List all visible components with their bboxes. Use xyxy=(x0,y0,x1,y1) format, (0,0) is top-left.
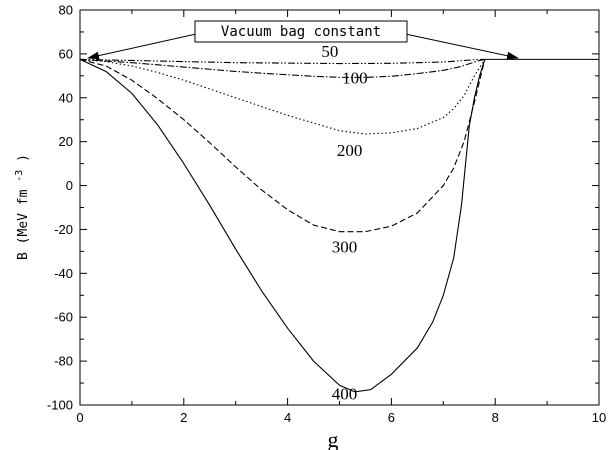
svg-text:B (MeV fm -: B (MeV fm -3 ) xyxy=(11,154,31,260)
y-tick-label: 80 xyxy=(59,3,73,18)
y-axis-title: B (MeV fm -3 ) xyxy=(11,154,31,260)
series-label-50: 50 xyxy=(321,42,338,61)
annotation-arrow-left xyxy=(87,31,206,60)
annotation-text: Vacuum bag constant xyxy=(221,24,381,40)
y-tick-label: -100 xyxy=(47,398,73,413)
series-line-300 xyxy=(79,58,486,233)
y-tick-label: -20 xyxy=(54,222,73,237)
annotation-arrow-right xyxy=(395,31,519,60)
y-axis-symbol: B xyxy=(16,252,31,260)
y-axis-unit: (MeV fm xyxy=(16,189,31,244)
series-line-50 xyxy=(79,58,485,65)
x-tick-label: 2 xyxy=(180,410,187,425)
series-curves xyxy=(79,58,599,393)
series-label-100: 100 xyxy=(342,69,368,88)
x-tick-label: 8 xyxy=(492,410,499,425)
series-line-200 xyxy=(79,58,486,135)
series-label-200: 200 xyxy=(337,141,363,160)
x-axis-title: g xyxy=(328,427,339,450)
series-line-400 xyxy=(79,58,486,393)
x-tick-label: 10 xyxy=(592,410,606,425)
y-axis-unit-exp: -3 xyxy=(14,170,25,182)
y-tick-label: 0 xyxy=(66,178,73,193)
y-tick-label: -80 xyxy=(54,354,73,369)
x-tick-label: 0 xyxy=(76,410,83,425)
tick-labels: 0 2 4 6 8 10 -100 -80 -60 -40 -20 0 20 40 60 80 xyxy=(47,3,606,426)
y-axis-unit-close: ) xyxy=(16,154,31,162)
series-label-400: 400 xyxy=(332,385,358,404)
series-label-300: 300 xyxy=(332,237,358,256)
y-tick-label: 20 xyxy=(59,134,73,149)
vacuum-bag-annotation: Vacuum bag constant xyxy=(87,20,519,60)
y-tick-label: 40 xyxy=(59,90,73,105)
x-tick-label: 6 xyxy=(388,410,395,425)
y-tick-label: -40 xyxy=(54,266,73,281)
plot-frame xyxy=(79,9,600,406)
axis-ticks xyxy=(79,9,600,406)
series-line-100 xyxy=(79,58,485,78)
annotation-box xyxy=(194,20,408,43)
y-tick-label: 60 xyxy=(59,46,73,61)
y-tick-label: -60 xyxy=(54,310,73,325)
x-tick-label: 4 xyxy=(284,410,291,425)
